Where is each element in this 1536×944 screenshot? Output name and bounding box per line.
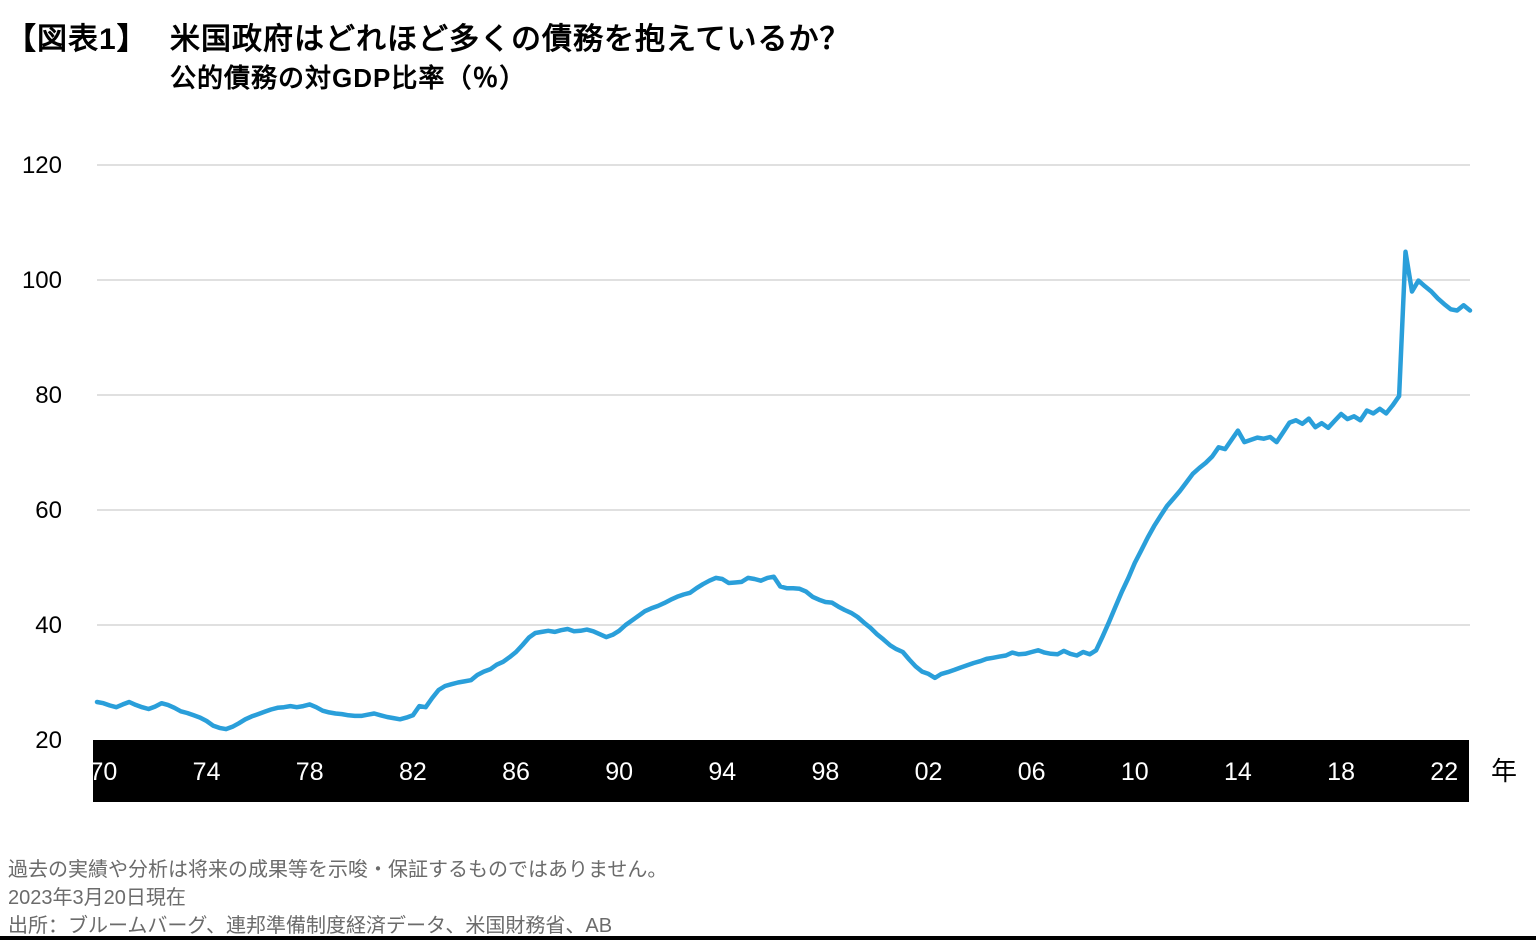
footer-asof-date: 2023年3月20日現在 [8,887,186,909]
footer-disclaimer: 過去の実績や分析は将来の成果等を示唆・保証するものではありません。 [8,859,668,881]
x-tick-label: 14 [1224,758,1252,786]
y-tick-label: 20 [35,727,62,754]
y-tick-label: 120 [22,152,62,179]
y-tick-label: 40 [35,612,62,639]
x-tick-label: 70 [90,758,118,786]
debt-gdp-line [94,249,1473,732]
x-tick-label: 06 [1018,758,1046,786]
chart-footnotes: 過去の実績や分析は将来の成果等を示唆・保証するものではありません。 2023年3… [8,856,1408,940]
x-axis-bar [93,740,1469,802]
y-tick-label: 80 [35,382,62,409]
x-tick-label: 18 [1327,758,1355,786]
bottom-rule [0,936,1536,940]
x-axis-unit-label: 年 [1491,756,1517,786]
y-tick-label: 100 [22,267,62,294]
page-title: 米国政府はどれほど多くの債務を抱えているか？ [170,23,851,56]
x-tick-label: 98 [811,758,839,786]
x-tick-label: 90 [605,758,633,786]
x-tick-label: 22 [1430,758,1458,786]
footer-source: 出所：ブルームバーグ、連邦準備制度経済データ、米国財務省、AB [8,915,613,937]
x-tick-label: 10 [1121,758,1149,786]
chart-subtitle: 公的債務の対GDP比率（％） [170,63,527,93]
x-tick-label: 82 [399,758,427,786]
figure-label: 【図表1】 [6,23,148,56]
y-tick-label: 60 [35,497,62,524]
x-tick-label: 02 [915,758,943,786]
x-tick-label: 74 [193,758,221,786]
x-tick-label: 86 [502,758,530,786]
x-tick-label: 78 [296,758,324,786]
x-tick-label: 94 [708,758,736,786]
